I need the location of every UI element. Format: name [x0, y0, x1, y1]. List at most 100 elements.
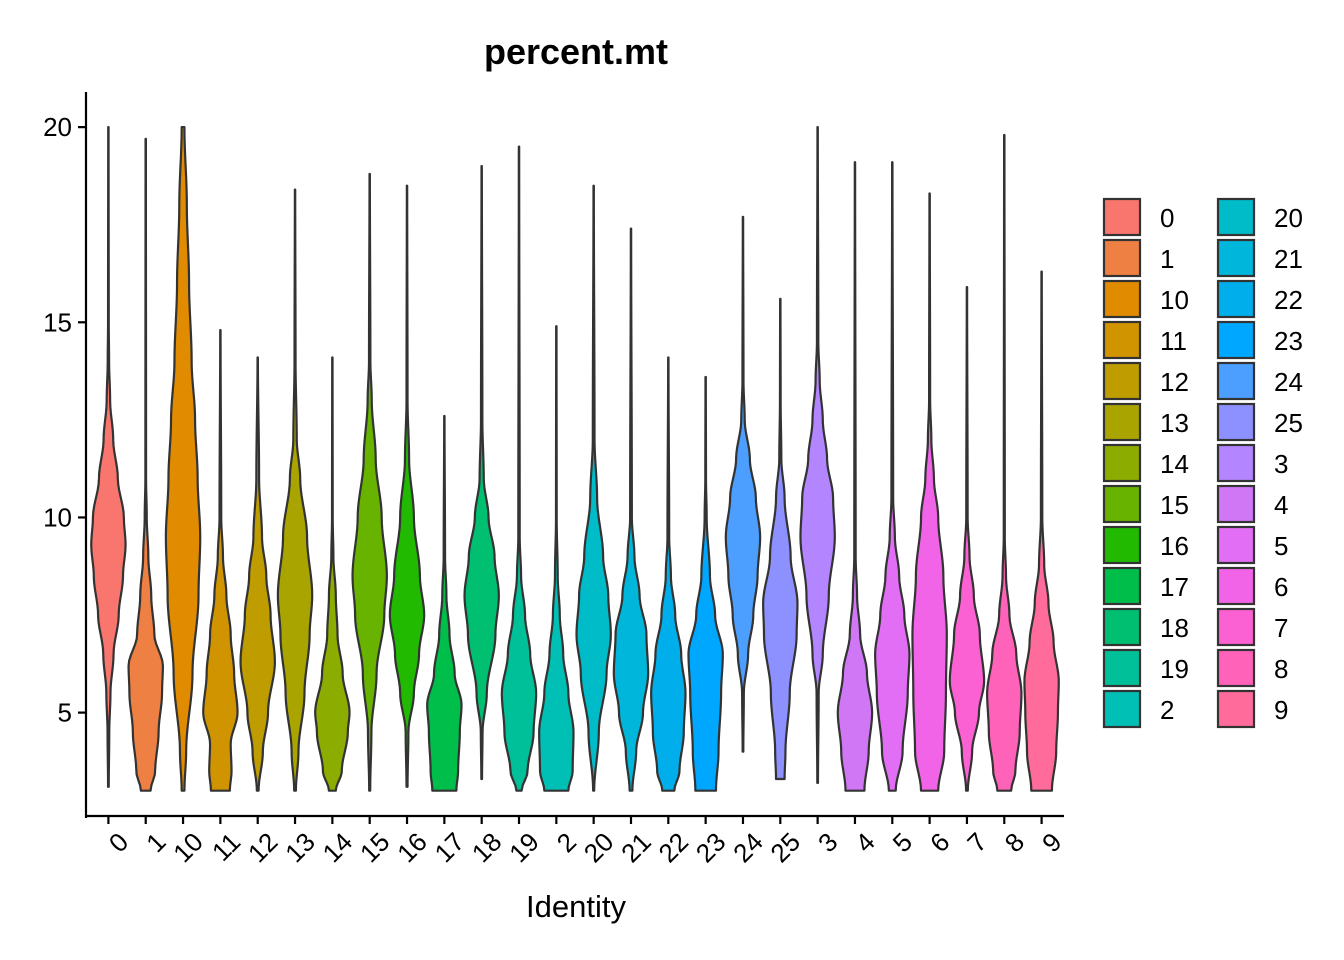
x-tick-label: 25 — [764, 827, 806, 869]
x-tick-label: 6 — [924, 827, 955, 858]
legend-label: 6 — [1274, 572, 1288, 602]
x-tick-label: 13 — [279, 827, 321, 869]
legend-label: 19 — [1160, 654, 1189, 684]
legend-label: 7 — [1274, 613, 1288, 643]
x-tick-label: 1 — [140, 827, 171, 858]
violin-21 — [612, 227, 650, 792]
legend-label: 14 — [1160, 449, 1189, 479]
legend-swatch — [1216, 402, 1256, 442]
legend-label: 2 — [1160, 695, 1174, 725]
x-tick-label: 24 — [727, 827, 769, 869]
legend-swatch — [1216, 361, 1256, 401]
violin-10 — [164, 126, 202, 792]
violin-23 — [687, 375, 724, 792]
violin-4 — [836, 161, 874, 792]
violin-16 — [388, 184, 426, 788]
violin-14 — [314, 356, 351, 792]
x-tick-label: 7 — [961, 827, 992, 858]
x-tick-label: 23 — [690, 827, 732, 869]
y-tick-label: 5 — [58, 698, 72, 728]
legend-label: 15 — [1160, 490, 1189, 520]
x-tick-label: 14 — [317, 827, 359, 869]
violin-8 — [986, 133, 1023, 792]
legend-label: 5 — [1274, 531, 1288, 561]
legend-label: 13 — [1160, 408, 1189, 438]
legend-label: 4 — [1274, 490, 1288, 520]
chart-title: percent.mt — [484, 31, 668, 72]
legend-label: 16 — [1160, 531, 1189, 561]
x-tick-label: 15 — [354, 827, 396, 869]
violin-6 — [911, 192, 948, 792]
legend-swatch — [1102, 607, 1142, 647]
violin-0 — [90, 126, 127, 788]
x-tick-label: 17 — [429, 827, 471, 869]
legend-label: 12 — [1160, 367, 1189, 397]
violin-25 — [762, 297, 799, 781]
legend-swatch — [1216, 197, 1256, 237]
violin-24 — [724, 215, 762, 753]
legend-swatch — [1102, 279, 1142, 319]
legend-swatch — [1102, 566, 1142, 606]
x-tick-label: 2 — [551, 827, 582, 858]
legend-swatch — [1216, 484, 1256, 524]
violin-11 — [202, 329, 239, 792]
legend-swatch — [1216, 607, 1256, 647]
legend-swatch — [1102, 361, 1142, 401]
y-tick-label: 20 — [43, 112, 72, 142]
legend-label: 25 — [1274, 408, 1303, 438]
legend-label: 11 — [1160, 326, 1187, 356]
legend-swatch — [1216, 443, 1256, 483]
x-tick-label: 8 — [999, 827, 1030, 858]
violin-13 — [276, 188, 314, 792]
legend-swatch — [1216, 525, 1256, 565]
violin-3 — [799, 126, 836, 784]
violin-19 — [500, 145, 538, 792]
violin-1 — [127, 137, 164, 792]
legend-swatch — [1102, 238, 1142, 278]
legend-swatch — [1102, 648, 1142, 688]
violin-7 — [948, 286, 986, 792]
x-tick-label: 5 — [887, 827, 918, 858]
legend-label: 22 — [1274, 285, 1303, 315]
legend-swatch — [1216, 279, 1256, 319]
x-tick-label: 18 — [466, 827, 508, 869]
x-tick-label: 4 — [849, 827, 880, 858]
legend-label: 20 — [1274, 203, 1303, 233]
legend-swatch — [1102, 484, 1142, 524]
legend-swatch — [1216, 320, 1256, 360]
x-axis-title: Identity — [526, 889, 626, 924]
legend-swatch — [1216, 689, 1256, 729]
legend-swatch — [1216, 648, 1256, 688]
legend-swatch — [1102, 689, 1142, 729]
violin-2 — [538, 325, 575, 792]
legend-label: 18 — [1160, 613, 1189, 643]
violin-5 — [874, 161, 911, 792]
x-tick-label: 22 — [652, 827, 694, 869]
legend-label: 3 — [1274, 449, 1288, 479]
violin-layer — [90, 126, 1060, 792]
legend-label: 1 — [1160, 244, 1174, 274]
y-axis-ticks: 5 10 15 20 — [43, 112, 86, 728]
y-tick-label: 10 — [43, 502, 72, 532]
legend-label: 23 — [1274, 326, 1303, 356]
x-tick-label: 19 — [503, 827, 545, 869]
legend-label: 8 — [1274, 654, 1288, 684]
legend-swatch — [1102, 525, 1142, 565]
violin-22 — [650, 356, 687, 792]
violin-20 — [575, 184, 612, 792]
x-tick-label: 3 — [812, 827, 843, 858]
legend-swatch — [1102, 320, 1142, 360]
violin-15 — [351, 172, 388, 792]
legend: 0 1 10 11 12 13 14 15 16 17 18 19 2 20 21 22 23 24 25 3 4 5 6 7… — [1102, 197, 1303, 729]
legend-swatch — [1102, 443, 1142, 483]
y-tick-label: 15 — [43, 307, 72, 337]
violin-17 — [426, 414, 463, 792]
legend-label: 0 — [1160, 203, 1174, 233]
violin-18 — [463, 165, 500, 781]
x-tick-label: 20 — [578, 827, 620, 869]
legend-label: 9 — [1274, 695, 1288, 725]
legend-label: 17 — [1160, 572, 1189, 602]
legend-swatch — [1102, 402, 1142, 442]
